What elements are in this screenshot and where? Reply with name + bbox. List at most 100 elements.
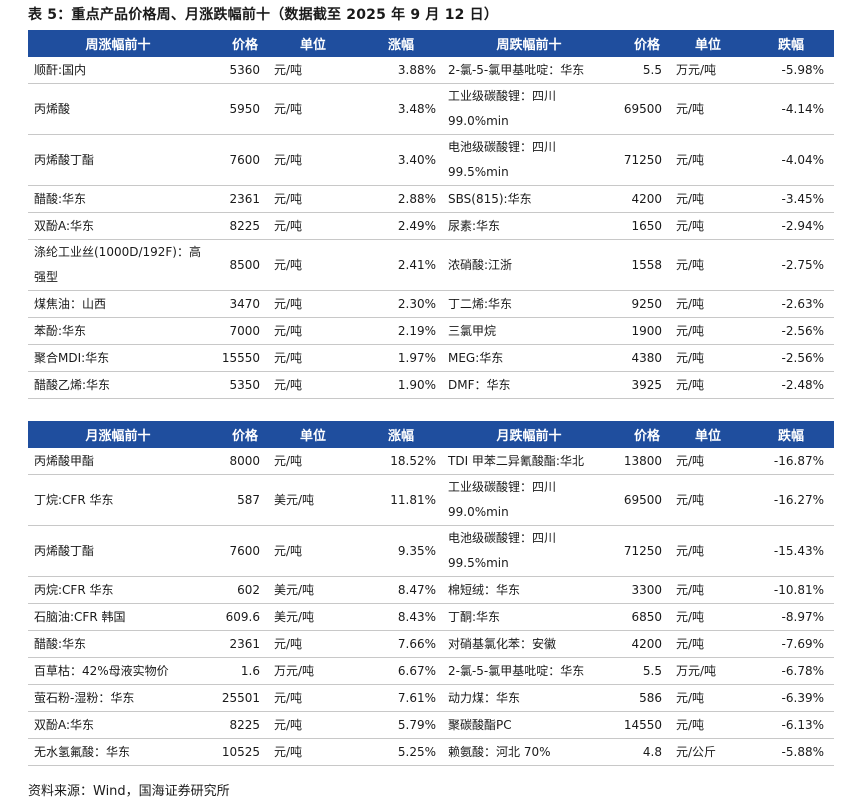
price-cell: 609.6 [208, 603, 266, 631]
table-row: 涤纶工业丝(1000D/192F)：高强型 8500 元/吨 2.41% 浓硝酸:江浙 1… [28, 239, 834, 291]
table-row: 聚合MDI:华东 15550 元/吨 1.97% MEG:华东 4380 元/吨 -2.56% [28, 344, 834, 372]
header-col-price: 价格 [616, 30, 668, 57]
unit-cell: 元/吨 [668, 212, 748, 240]
header-col-price: 价格 [616, 421, 668, 448]
product-name: 丙烯酸丁酯 [28, 134, 208, 186]
product-name: 苯酚:华东 [28, 317, 208, 345]
header-col-unit: 单位 [266, 421, 360, 448]
unit-cell: 元/吨 [668, 711, 748, 739]
drop-pct-cell: -2.56% [748, 317, 834, 345]
unit-cell: 元/吨 [668, 603, 748, 631]
product-name: 丙烯酸丁酯 [28, 525, 208, 577]
product-name: 棉短绒：华东 [442, 576, 616, 604]
header-col-name-drop: 月跌幅前十 [442, 421, 616, 448]
price-cell: 587 [208, 474, 266, 526]
product-name: 煤焦油：山西 [28, 290, 208, 318]
price-cell: 13800 [616, 448, 668, 475]
product-name: 2-氯-5-氯甲基吡啶：华东 [442, 57, 616, 84]
price-cell: 5360 [208, 57, 266, 84]
drop-pct-cell: -6.39% [748, 684, 834, 712]
table-row: 无水氢氟酸：华东 10525 元/吨 5.25% 赖氨酸：河北 70% 4.8 元/公斤 -5… [28, 738, 834, 766]
unit-cell: 元/吨 [266, 57, 360, 84]
price-cell: 5350 [208, 371, 266, 399]
price-cell: 3300 [616, 576, 668, 604]
unit-cell: 元/吨 [668, 684, 748, 712]
product-name: 百草枯：42%母液实物价 [28, 657, 208, 685]
drop-pct-cell: -3.45% [748, 185, 834, 213]
gain-pct-cell: 2.19% [360, 317, 442, 345]
drop-pct-cell: -6.13% [748, 711, 834, 739]
gain-pct-cell: 9.35% [360, 525, 442, 577]
unit-cell: 元/吨 [668, 474, 748, 526]
table-row: 石脑油:CFR 韩国 609.6 美元/吨 8.43% 丁酮:华东 6850 元/吨 -8.9… [28, 603, 834, 631]
drop-pct-cell: -8.97% [748, 603, 834, 631]
price-cell: 69500 [616, 474, 668, 526]
unit-cell: 元/吨 [266, 711, 360, 739]
unit-cell: 元/吨 [668, 630, 748, 658]
product-name: 醋酸:华东 [28, 185, 208, 213]
product-name: 顺酐:国内 [28, 57, 208, 84]
header-col-drop-pct: 跌幅 [748, 30, 834, 57]
unit-cell: 元/吨 [668, 448, 748, 475]
price-cell: 4.8 [616, 738, 668, 766]
product-name: 工业级碳酸锂：四川 99.0%min [442, 474, 616, 526]
unit-cell: 万元/吨 [668, 57, 748, 84]
price-cell: 1558 [616, 239, 668, 291]
table-row: 醋酸:华东 2361 元/吨 2.88% SBS(815):华东 4200 元/吨 -3.45… [28, 185, 834, 213]
drop-pct-cell: -6.78% [748, 657, 834, 685]
product-name: 丙烯酸 [28, 83, 208, 135]
header-col-price: 价格 [208, 30, 266, 57]
product-name: DMF：华东 [442, 371, 616, 399]
price-cell: 25501 [208, 684, 266, 712]
product-name: 浓硝酸:江浙 [442, 239, 616, 291]
header-col-name-gain: 月涨幅前十 [28, 421, 208, 448]
header-col-drop-pct: 跌幅 [748, 421, 834, 448]
unit-cell: 元/吨 [266, 684, 360, 712]
product-name: 石脑油:CFR 韩国 [28, 603, 208, 631]
gain-pct-cell: 6.67% [360, 657, 442, 685]
table-row: 双酚A:华东 8225 元/吨 5.79% 聚碳酸酯PC 14550 元/吨 -6.13% [28, 711, 834, 739]
price-cell: 5.5 [616, 57, 668, 84]
product-name: 对硝基氯化苯：安徽 [442, 630, 616, 658]
drop-pct-cell: -2.48% [748, 371, 834, 399]
table-row: 百草枯：42%母液实物价 1.6 万元/吨 6.67% 2-氯-5-氯甲基吡啶：华东 5.… [28, 657, 834, 685]
price-cell: 1900 [616, 317, 668, 345]
price-cell: 5950 [208, 83, 266, 135]
gain-pct-cell: 8.43% [360, 603, 442, 631]
gain-pct-cell: 7.66% [360, 630, 442, 658]
header-col-name-drop: 周跌幅前十 [442, 30, 616, 57]
price-cell: 8225 [208, 212, 266, 240]
header-col-unit: 单位 [668, 421, 748, 448]
gain-pct-cell: 2.49% [360, 212, 442, 240]
weekly-table-body: 顺酐:国内 5360 元/吨 3.88% 2-氯-5-氯甲基吡啶：华东 5.5 万元/吨 -5… [28, 57, 834, 399]
unit-cell: 元/吨 [668, 525, 748, 577]
product-name: 丁酮:华东 [442, 603, 616, 631]
product-name: 双酚A:华东 [28, 711, 208, 739]
price-cell: 7000 [208, 317, 266, 345]
unit-cell: 元/吨 [266, 317, 360, 345]
product-name: MEG:华东 [442, 344, 616, 372]
header-col-gain-pct: 涨幅 [360, 30, 442, 57]
drop-pct-cell: -16.27% [748, 474, 834, 526]
product-name: 三氯甲烷 [442, 317, 616, 345]
gain-pct-cell: 3.48% [360, 83, 442, 135]
unit-cell: 元/吨 [266, 185, 360, 213]
unit-cell: 元/吨 [266, 344, 360, 372]
unit-cell: 元/吨 [266, 630, 360, 658]
price-cell: 69500 [616, 83, 668, 135]
weekly-price-table: 周涨幅前十 价格 单位 涨幅 周跌幅前十 价格 单位 跌幅 顺酐:国内 5360 元/吨 3.88%… [28, 30, 834, 399]
drop-pct-cell: -4.04% [748, 134, 834, 186]
product-name: 工业级碳酸锂：四川 99.0%min [442, 83, 616, 135]
unit-cell: 万元/吨 [266, 657, 360, 685]
drop-pct-cell: -10.81% [748, 576, 834, 604]
drop-pct-cell: -2.94% [748, 212, 834, 240]
price-cell: 8000 [208, 448, 266, 475]
product-name: 丁烷:CFR 华东 [28, 474, 208, 526]
product-name: 尿素:华东 [442, 212, 616, 240]
price-cell: 2361 [208, 185, 266, 213]
product-name: 醋酸:华东 [28, 630, 208, 658]
price-cell: 71250 [616, 525, 668, 577]
unit-cell: 元/吨 [668, 239, 748, 291]
price-cell: 15550 [208, 344, 266, 372]
price-cell: 4200 [616, 185, 668, 213]
